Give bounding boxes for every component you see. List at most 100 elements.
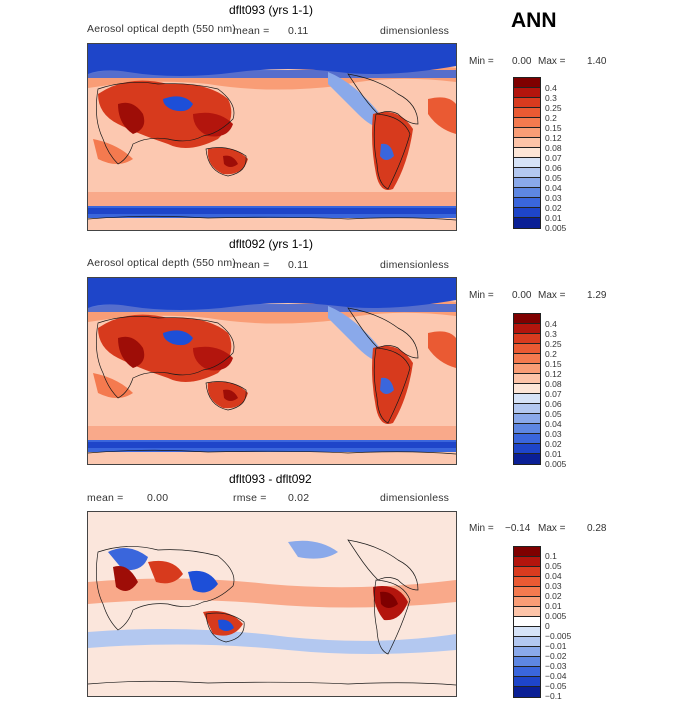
- panel2-level-11: 0.03: [545, 429, 562, 439]
- arctic-band-lower: [88, 304, 456, 312]
- panel2-max-label: Max =: [538, 290, 566, 301]
- panel1-field: Aerosol optical depth (550 nm): [87, 23, 236, 35]
- panel3-min-label: Min =: [469, 523, 494, 534]
- panel2-colorbar-cell-8: [514, 394, 540, 404]
- coast-australia: [205, 612, 245, 643]
- panel3-colorbar-cell-10: [514, 647, 540, 657]
- panel1-min-label: Min =: [469, 56, 494, 67]
- panel2-level-0: 0.4: [545, 319, 557, 329]
- north-pacific-negative: [288, 540, 338, 559]
- panel1-colorbar-cell-10: [514, 178, 540, 188]
- antarctic-band: [88, 442, 456, 448]
- coast-south-america: [373, 579, 411, 655]
- panel1-level-8: 0.06: [545, 163, 562, 173]
- east-asia-aerosol: [193, 346, 233, 371]
- africa-eurasia-aerosol: [98, 80, 232, 148]
- southern-band: [88, 426, 456, 440]
- panel2-colorbar-cell-10: [514, 414, 540, 424]
- southern-band: [88, 192, 456, 206]
- sahara-max: [118, 336, 145, 368]
- panel2-level-4: 0.15: [545, 359, 562, 369]
- panel3-map: [87, 511, 457, 697]
- panel2-colorbar-cell-1: [514, 324, 540, 334]
- panel2-colorbar-cell-3: [514, 344, 540, 354]
- panel3-level-4: 0.02: [545, 591, 562, 601]
- panel2-field: Aerosol optical depth (550 nm): [87, 257, 236, 269]
- panel3-max-label: Max =: [538, 523, 566, 534]
- panel1-map-svg: [88, 44, 456, 230]
- coast-australia: [205, 147, 247, 177]
- panel1-level-5: 0.12: [545, 133, 562, 143]
- panel1-level-12: 0.02: [545, 203, 562, 213]
- panel3-mean-value: 0.00: [147, 492, 169, 504]
- panel1-colorbar-cell-11: [514, 188, 540, 198]
- panel2-title: dflt092 (yrs 1-1): [229, 237, 314, 251]
- panel2-colorbar-cell-4: [514, 354, 540, 364]
- panel1-colorbar-cell-13: [514, 208, 540, 218]
- panel1-colorbar-cell-2: [514, 98, 540, 108]
- coast-south-america: [373, 347, 411, 424]
- andes-low: [380, 143, 394, 160]
- panel3-rmse-label: rmse =: [233, 492, 267, 504]
- africa-eurasia-aerosol: [98, 314, 232, 382]
- amazon-max: [380, 591, 398, 608]
- panel3-colorbar-cell-5: [514, 597, 540, 607]
- panel3-colorbar-cell-12: [514, 667, 540, 677]
- panel3-colorbar-cell-6: [514, 607, 540, 617]
- panel3-level-11: −0.03: [545, 661, 567, 671]
- panel2-colorbar-cell-0: [514, 314, 540, 324]
- panel1-colorbar-cell-3: [514, 108, 540, 118]
- panel1-map: [87, 43, 457, 231]
- panel2-units: dimensionless: [380, 259, 450, 271]
- coast-north-america: [347, 73, 419, 125]
- panel3-level-12: −0.04: [545, 671, 567, 681]
- southern-africa-aerosol: [93, 139, 133, 164]
- europe-negative: [108, 548, 148, 571]
- arctic-band: [88, 44, 456, 76]
- panel2-mean-label: mean =: [233, 259, 270, 271]
- tibet-low: [163, 330, 193, 346]
- panel3-colorbar-cell-11: [514, 657, 540, 667]
- panel3-level-0: 0.1: [545, 551, 557, 561]
- panel1-level-3: 0.2: [545, 113, 557, 123]
- coast-eurasia-africa: [96, 316, 235, 399]
- panel2-colorbar-cell-5: [514, 364, 540, 374]
- panel2-colorbar-cell-11: [514, 424, 540, 434]
- southern-africa-aerosol: [93, 373, 133, 398]
- panel3-level-2: 0.04: [545, 571, 562, 581]
- asia-positive: [148, 560, 183, 584]
- panel2-map-svg: [88, 278, 456, 464]
- east-asia-negative: [188, 570, 218, 593]
- panel1-colorbar-cell-6: [514, 138, 540, 148]
- panel1-colorbar-cell-0: [514, 78, 540, 88]
- coast-north-america: [347, 307, 419, 359]
- panel1-colorbar-cell-12: [514, 198, 540, 208]
- panel1-colorbar-cell-1: [514, 88, 540, 98]
- panel1-level-1: 0.3: [545, 93, 557, 103]
- panel2-colorbar-cell-6: [514, 374, 540, 384]
- panel3-level-8: −0.005: [545, 631, 572, 641]
- panel2-mean-value: 0.11: [288, 259, 309, 271]
- panel3-colorbar-cell-4: [514, 587, 540, 597]
- panel3-level-3: 0.03: [545, 581, 562, 591]
- pacific-low: [328, 72, 388, 128]
- panel2-colorbar-cell-14: [514, 454, 540, 464]
- panel1-colorbar-cell-8: [514, 158, 540, 168]
- panel2-min-value: 0.00: [512, 290, 532, 301]
- panel2-level-2: 0.25: [545, 339, 562, 349]
- panel3-colorbar-cell-13: [514, 677, 540, 687]
- panel1-colorbar-cell-4: [514, 118, 540, 128]
- coast-antarctica: [88, 215, 456, 221]
- panel2-colorbar-cell-12: [514, 434, 540, 444]
- panel1-level-14: 0.005: [545, 223, 567, 233]
- panel1-title: dflt093 (yrs 1-1): [229, 3, 314, 17]
- panel3-min-value: −0.14: [505, 523, 531, 534]
- coast-antarctica: [88, 449, 456, 455]
- panel3-max-value: 0.28: [587, 523, 607, 534]
- coast-antarctica: [88, 680, 456, 686]
- australia-max: [223, 389, 238, 401]
- panel1-mean-value: 0.11: [288, 25, 309, 37]
- panel1-colorbar-cell-9: [514, 168, 540, 178]
- south-america-aerosol: [372, 111, 413, 190]
- panel3-mean-label: mean =: [87, 492, 124, 504]
